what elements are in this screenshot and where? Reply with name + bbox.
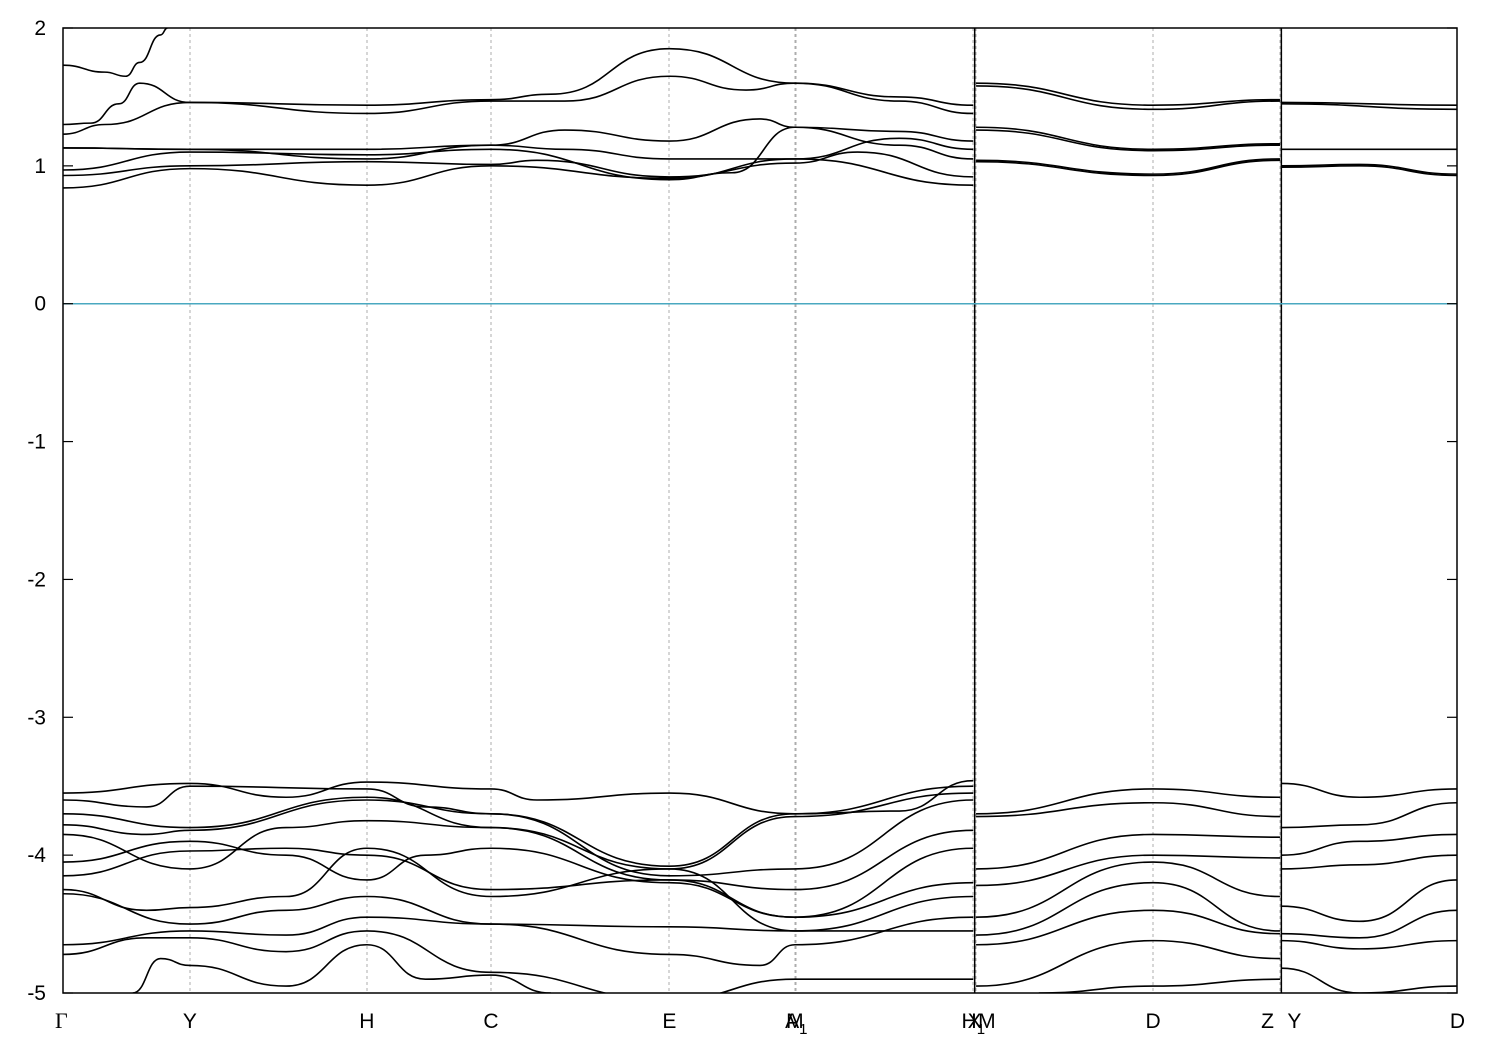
band-line: [1281, 163, 1457, 175]
band-line: [63, 799, 974, 877]
x-tick-label: D: [1146, 1010, 1161, 1033]
band-line: [63, 118, 974, 151]
x-tick-label: Y: [183, 1010, 197, 1033]
x-tick-label: X: [968, 1010, 982, 1033]
band-line: [1281, 782, 1457, 799]
band-line: [976, 126, 1280, 151]
band-line: [976, 158, 1280, 175]
x-tick-label: Γ: [55, 1008, 68, 1033]
band-line: [63, 158, 974, 189]
y-axis-ticks: 2 1 0 -1 -2 -3 -4 -5: [27, 17, 1457, 1005]
x-tick-label: C: [483, 1010, 498, 1033]
y-tick-label: -4: [27, 844, 46, 867]
x-tick-label: Z: [1261, 1010, 1274, 1033]
band-line: [976, 788, 1280, 815]
y-tick-label: -1: [27, 431, 46, 454]
band-line: [63, 75, 974, 135]
x-tick-label: A1: [785, 1010, 807, 1038]
band-line: [1281, 833, 1457, 856]
band-line: [63, 892, 974, 932]
band-line: [976, 129, 1280, 152]
x-tick-label: M: [978, 1010, 996, 1033]
band-line: [1281, 939, 1457, 950]
band-line: [63, 847, 974, 918]
band-line: [1281, 854, 1457, 870]
band-line: [976, 939, 1280, 987]
band-line: [1281, 879, 1457, 923]
band-line: [976, 801, 1280, 818]
band-line: [63, 47, 974, 126]
band-line: [63, 126, 974, 181]
band-line: [1281, 101, 1457, 106]
x-tick-label: E: [662, 1010, 676, 1033]
y-tick-label: 0: [34, 293, 46, 316]
kpoint-gridlines: [189, 28, 1283, 993]
band-line: [63, 151, 974, 178]
x-tick-label: D: [1450, 1010, 1465, 1033]
y-tick-label: 2: [34, 17, 46, 40]
band-line: [63, 785, 974, 867]
band-line: [976, 159, 1280, 177]
plot-frame: [62, 27, 1458, 994]
y-tick-label: 1: [34, 155, 46, 178]
band-line: [63, 930, 974, 993]
band-line: [976, 909, 1280, 946]
band-line: [976, 881, 1280, 936]
band-line: [976, 854, 1280, 887]
band-line: [63, 792, 974, 870]
band-line: [63, 137, 974, 160]
band-line: [1281, 967, 1457, 993]
band-line: [63, 819, 974, 891]
band-line: [976, 85, 1280, 111]
x-tick-label: H: [359, 1010, 374, 1033]
band-line: [1281, 165, 1457, 177]
band-line: [1281, 103, 1457, 111]
y-tick-label: -2: [27, 568, 46, 591]
y-tick-label: -3: [27, 706, 46, 729]
band-line: [1281, 801, 1457, 829]
band-line: [63, 847, 974, 932]
band-line: [63, 916, 974, 967]
band-line: [976, 833, 1280, 870]
x-tick-label: Y: [1287, 1010, 1301, 1033]
band-line: [63, 28, 168, 78]
band-line: [63, 840, 974, 918]
band-line: [132, 943, 551, 993]
y-tick-label: -5: [27, 982, 46, 1005]
band-line: [1281, 909, 1457, 939]
band-line: [976, 861, 1280, 918]
band-lines: [63, 28, 1457, 993]
band-line: [1038, 978, 1280, 993]
x-tick-label: M: [786, 1010, 804, 1033]
band-line: [976, 82, 1280, 107]
